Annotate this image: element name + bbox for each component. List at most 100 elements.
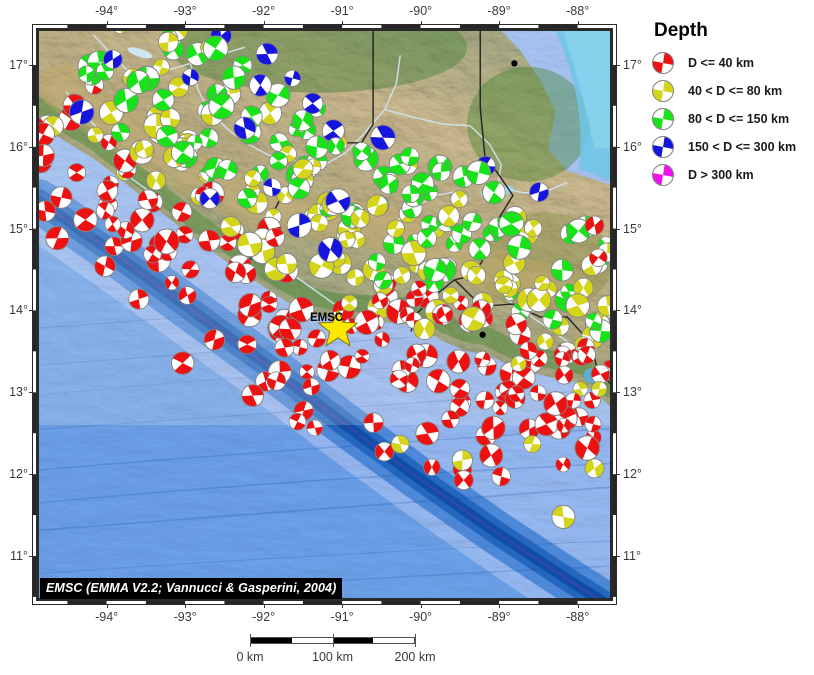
lon-label-top-5: -89° <box>487 4 511 18</box>
lon-tick-top-3 <box>342 21 344 27</box>
legend-label-1: 40 < D <= 80 km <box>688 84 783 98</box>
focal-mechanism-beachball <box>341 294 358 312</box>
lon-label-bottom-0: -94° <box>95 610 119 624</box>
lat-label-left-2: 15° <box>9 221 28 236</box>
legend-panel: Depth D <= 40 km 40 < D <= 80 km 80 < D <=… <box>650 20 814 190</box>
scale-bar-label-0: 0 km <box>236 650 264 664</box>
lon-label-top-6: -88° <box>566 4 590 18</box>
beachball-icon <box>652 80 674 102</box>
lon-label-bottom-3: -91° <box>330 610 354 624</box>
scale-bar-tick-2 <box>415 634 416 647</box>
scale-bar-segment-2 <box>332 638 374 643</box>
lon-tick-bottom-4 <box>420 602 422 608</box>
beachball-icon <box>652 136 674 158</box>
focal-mechanism-beachball <box>423 458 441 476</box>
lat-label-right-3: 14° <box>623 303 642 318</box>
lat-tick-right-6 <box>614 555 620 557</box>
lon-label-bottom-6: -88° <box>566 610 590 624</box>
scale-bar: 0 km 100 km 200 km <box>236 634 436 675</box>
beachball-icon <box>652 164 674 186</box>
lon-tick-bottom-3 <box>342 602 344 608</box>
lat-label-left-0: 17° <box>9 57 28 72</box>
legend-row-0: D <= 40 km <box>650 50 814 76</box>
lon-label-bottom-4: -90° <box>409 610 433 624</box>
lon-label-top-4: -90° <box>409 4 433 18</box>
lat-tick-right-3 <box>614 310 620 312</box>
lon-label-bottom-2: -92° <box>252 610 276 624</box>
attribution-banner: EMSC (EMMA V2.2; Vannucci & Gasperini, 2… <box>40 578 343 599</box>
scale-bar-label-1: 100 km <box>312 650 353 664</box>
legend-row-3: 150 < D <= 300 km <box>650 134 814 160</box>
legend-row-4: D > 300 km <box>650 162 814 188</box>
focal-mechanism-beachball <box>67 163 87 182</box>
lon-tick-top-0 <box>106 21 108 27</box>
scale-bar-tick-0 <box>250 634 251 647</box>
lat-tick-left-2 <box>29 228 35 230</box>
lat-label-right-4: 13° <box>623 385 642 400</box>
lat-tick-left-0 <box>29 64 35 66</box>
legend-row-1: 40 < D <= 80 km <box>650 78 814 104</box>
lat-label-left-3: 14° <box>9 303 28 318</box>
lon-label-bottom-5: -89° <box>487 610 511 624</box>
lat-tick-left-5 <box>29 474 35 476</box>
focal-mechanism-beachball <box>526 287 552 313</box>
legend-label-3: 150 < D <= 300 km <box>688 140 797 154</box>
focal-mechanism-beachball <box>416 228 438 249</box>
lon-label-top-1: -93° <box>173 4 197 18</box>
lon-label-top-0: -94° <box>95 4 119 18</box>
lat-label-right-0: 17° <box>623 57 642 72</box>
focal-mechanism-beachball <box>437 205 460 228</box>
lat-label-left-5: 12° <box>9 467 28 482</box>
map-figure: -94° -94° -93° -93° -92° -92° -91° -91° -90° -90°… <box>9 4 642 675</box>
focal-mechanism-beachball <box>199 188 221 210</box>
lon-tick-bottom-1 <box>185 602 187 608</box>
lat-tick-left-1 <box>29 146 35 148</box>
lon-tick-bottom-6 <box>577 602 579 608</box>
lon-tick-top-5 <box>499 21 501 27</box>
lon-tick-top-1 <box>185 21 187 27</box>
lat-label-right-2: 15° <box>623 221 642 236</box>
lon-label-top-2: -92° <box>252 4 276 18</box>
lat-tick-right-1 <box>614 146 620 148</box>
lat-label-left-1: 16° <box>9 139 28 154</box>
scale-bar-tick-1 <box>332 634 334 647</box>
focal-mechanism-beachball <box>468 237 491 261</box>
lon-tick-bottom-2 <box>263 602 265 608</box>
legend-label-4: D > 300 km <box>688 168 754 182</box>
scale-bar-label-2: 200 km <box>394 650 436 664</box>
focal-mechanism-beachball <box>374 441 395 462</box>
legend-label-0: D <= 40 km <box>688 56 755 70</box>
lon-label-bottom-1: -93° <box>173 610 197 624</box>
lat-label-right-1: 16° <box>623 139 642 154</box>
lat-label-left-6: 11° <box>10 548 28 563</box>
lon-tick-top-6 <box>577 21 579 27</box>
legend-label-2: 80 < D <= 150 km <box>688 112 790 126</box>
legend-title: Depth <box>654 20 708 41</box>
legend-row-2: 80 < D <= 150 km <box>650 106 814 132</box>
focal-mechanism-beachball <box>326 137 345 156</box>
focal-mechanism-beachball <box>413 318 436 341</box>
lon-tick-top-4 <box>420 21 422 27</box>
lat-tick-right-5 <box>614 474 620 476</box>
lat-tick-left-6 <box>29 555 35 557</box>
focal-mechanism-beachball <box>237 334 257 355</box>
lat-label-left-4: 13° <box>9 385 28 400</box>
scale-bar-segment-3 <box>373 638 414 643</box>
lat-tick-right-2 <box>614 228 620 230</box>
lat-tick-left-3 <box>29 310 35 312</box>
focal-mechanism-beachball <box>299 364 315 380</box>
scale-bar-segment-1 <box>291 638 333 643</box>
scale-bar-segment-0 <box>251 638 292 643</box>
lat-tick-right-4 <box>614 392 620 394</box>
focal-mechanism-beachball <box>442 286 460 304</box>
legend-items: D <= 40 km 40 < D <= 80 km 80 < D <= 150 k… <box>650 50 814 188</box>
lat-tick-right-0 <box>614 64 620 66</box>
lat-tick-left-4 <box>29 392 35 394</box>
emsc-label: EMSC <box>310 312 344 324</box>
lon-label-top-3: -91° <box>330 4 354 18</box>
beachball-icon <box>652 52 674 74</box>
lon-tick-bottom-5 <box>499 602 501 608</box>
lat-label-right-6: 11° <box>623 548 641 563</box>
beachball-icon <box>652 108 674 130</box>
lon-tick-bottom-0 <box>106 602 108 608</box>
